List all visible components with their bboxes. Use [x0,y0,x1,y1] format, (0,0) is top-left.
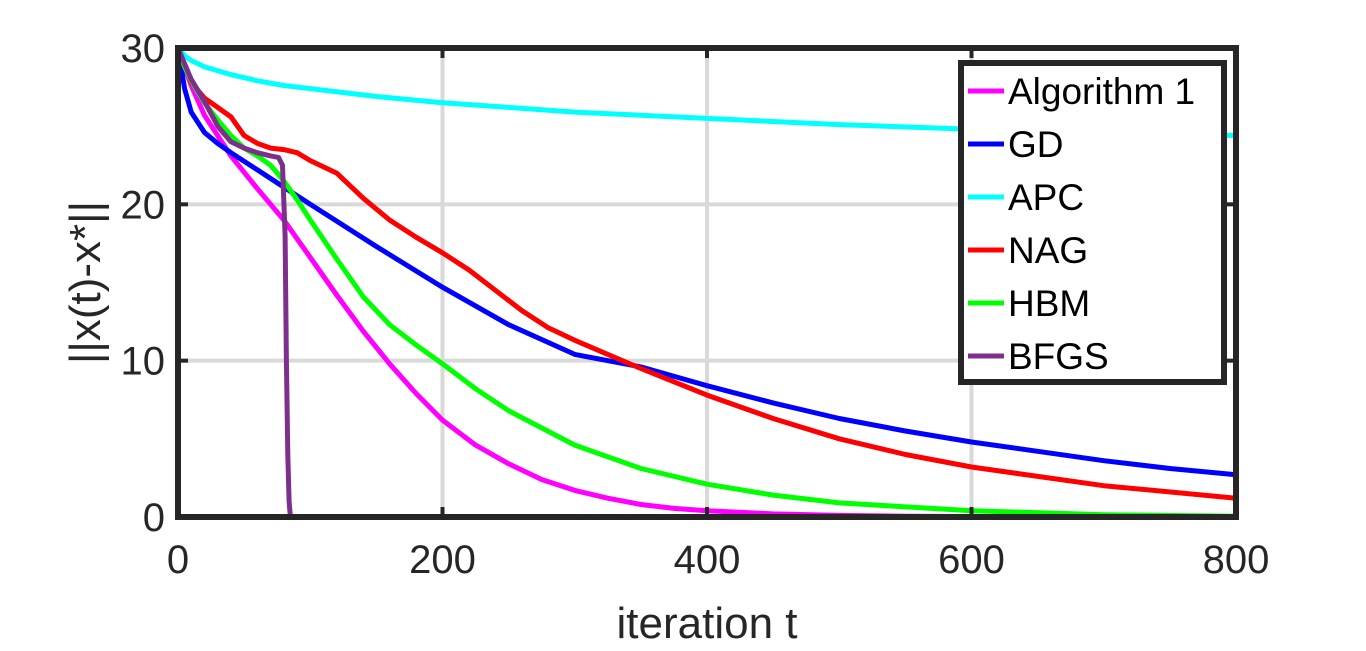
legend-label: NAG [1008,230,1088,271]
x-tick-label: 200 [409,538,476,582]
series-line-gd [175,45,1239,478]
x-tick-label: 400 [674,538,741,582]
x-tick-label: 800 [1203,538,1270,582]
y-axis-label: ||x(t)-x*|| [61,201,110,364]
legend: Algorithm 1 GD APC NAG HBM BFGS [958,60,1227,385]
tick-labels: 0 200 400 600 800 0 10 20 30 [121,27,1270,582]
series-layer [175,45,1239,520]
y-tick-label: 30 [121,27,166,71]
legend-label: BFGS [1008,336,1109,377]
tick-marks [176,46,1238,519]
series-line-bfgs [175,45,293,520]
x-axis-label: iteration t [617,599,798,648]
y-tick-label: 10 [121,340,166,384]
legend-label: APC [1008,177,1084,218]
series-line-nag [175,45,1239,501]
legend-box [958,60,1227,385]
series-line-apc [175,45,1239,138]
legend-label: HBM [1008,283,1090,324]
x-tick-label: 600 [938,538,1005,582]
legend-label: Algorithm 1 [1008,71,1195,112]
legend-label: GD [1008,124,1064,165]
y-tick-label: 0 [143,496,165,540]
y-tick-label: 20 [121,183,166,227]
x-tick-label: 0 [167,538,189,582]
